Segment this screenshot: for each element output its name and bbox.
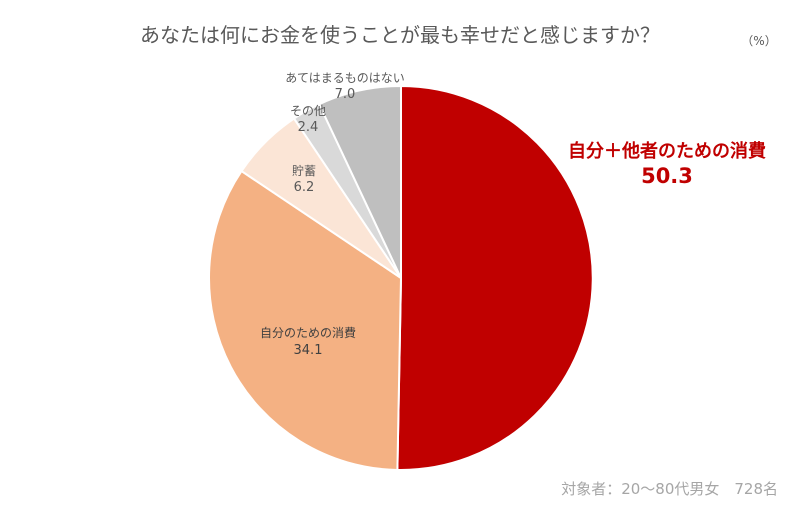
slice-self-and-others-label: 自分＋他者のための消費 — [568, 140, 766, 162]
slice-other-value: 2.4 — [298, 120, 319, 135]
slice-none-label: あてはまるものはない — [285, 71, 405, 85]
chart-title: あなたは何にお金を使うことが最も幸せだと感じますか？ — [140, 23, 660, 47]
slice-none-value: 7.0 — [335, 87, 356, 102]
chart-note: 対象者：20～80代男女 728名 — [561, 480, 778, 498]
slice-self — [208, 169, 403, 471]
slice-self-and-others-value: 50.3 — [641, 164, 693, 188]
slices-layer — [208, 84, 594, 471]
slice-self-label: 自分のための消費 — [260, 325, 356, 340]
slice-savings-value: 6.2 — [294, 180, 315, 195]
slice-other-label: その他 — [290, 104, 326, 118]
slice-savings-label: 貯蓄 — [292, 164, 316, 178]
slice-self-value: 34.1 — [294, 343, 323, 358]
slice-self-and-others — [396, 84, 594, 471]
slice-none — [317, 84, 402, 279]
chart-unit: （%） — [741, 34, 776, 48]
